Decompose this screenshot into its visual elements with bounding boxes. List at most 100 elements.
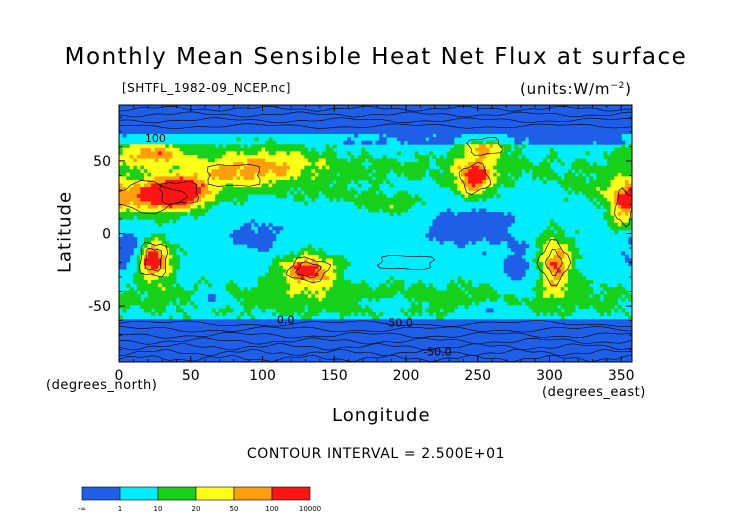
field-cell	[386, 165, 391, 170]
field-cell	[411, 112, 416, 117]
field-cell	[300, 162, 305, 167]
field-cell	[126, 190, 131, 195]
field-cell	[535, 251, 540, 256]
field-cell	[211, 308, 216, 313]
field-cell	[190, 144, 195, 149]
field-cell	[539, 254, 544, 259]
field-cell	[158, 308, 163, 313]
field-cell	[425, 129, 430, 134]
field-cell	[347, 176, 351, 181]
field-cell	[542, 162, 547, 167]
field-cell	[575, 137, 579, 142]
field-cell	[507, 115, 512, 120]
field-cell	[461, 151, 465, 156]
field-cell	[521, 262, 526, 267]
field-cell	[461, 176, 465, 181]
field-cell	[143, 112, 148, 117]
field-cell	[311, 287, 316, 292]
field-cell	[208, 283, 213, 288]
field-cell	[375, 294, 380, 299]
field-cell	[183, 119, 188, 124]
field-cell	[542, 262, 547, 267]
field-cell	[129, 172, 134, 177]
field-cell	[482, 112, 487, 117]
field-cell	[154, 308, 159, 313]
field-cell	[567, 312, 572, 316]
field-cell	[176, 208, 180, 213]
field-cell	[461, 294, 465, 299]
field-cell	[343, 279, 348, 284]
field-cell	[614, 179, 619, 184]
field-cell	[599, 112, 604, 117]
field-cell	[190, 187, 195, 192]
field-cell	[176, 244, 180, 249]
field-cell	[532, 258, 537, 263]
field-cell	[290, 183, 294, 188]
field-cell	[457, 176, 462, 181]
field-cell	[143, 215, 148, 220]
field-cell	[603, 176, 608, 181]
field-cell	[550, 265, 555, 270]
field-cell	[599, 133, 604, 138]
field-cell	[161, 147, 166, 152]
field-cell	[567, 287, 572, 292]
field-cell	[443, 158, 448, 163]
field-cell	[532, 169, 537, 174]
field-cell	[589, 183, 594, 188]
field-cell	[404, 190, 408, 195]
field-cell	[603, 304, 608, 309]
field-cell	[461, 237, 465, 242]
field-cell	[564, 176, 569, 181]
field-cell	[361, 287, 366, 292]
field-cell	[129, 204, 134, 209]
field-cell	[300, 115, 305, 120]
field-cell	[507, 108, 512, 113]
field-cell	[122, 212, 127, 217]
field-cell	[535, 129, 540, 134]
field-cell	[193, 162, 198, 167]
field-cell	[282, 176, 287, 181]
field-cell	[560, 115, 565, 120]
field-cell	[133, 237, 138, 242]
field-cell	[233, 290, 237, 295]
field-cell	[147, 172, 152, 177]
field-cell	[158, 212, 163, 217]
field-cell	[507, 183, 512, 188]
field-cell	[386, 208, 391, 213]
field-cell	[578, 115, 583, 120]
field-cell	[250, 147, 255, 152]
field-cell	[325, 258, 330, 263]
field-cell	[443, 133, 448, 138]
field-cell	[493, 162, 498, 167]
field-cell	[208, 108, 213, 113]
field-cell	[439, 112, 444, 117]
field-cell	[396, 204, 401, 209]
field-cell	[247, 297, 252, 302]
field-cell	[375, 140, 380, 145]
field-cell	[617, 112, 622, 117]
field-cell	[432, 297, 437, 302]
field-cell	[293, 119, 298, 124]
field-cell	[482, 194, 487, 199]
field-cell	[307, 158, 312, 163]
field-cell	[414, 308, 419, 313]
field-cell	[461, 158, 465, 163]
field-cell	[393, 287, 398, 292]
field-cell	[628, 105, 632, 109]
field-cell	[461, 129, 465, 134]
field-cell	[154, 172, 159, 177]
field-cell	[382, 154, 387, 159]
field-cell	[265, 240, 270, 245]
field-cell	[186, 190, 191, 195]
field-cell	[147, 276, 152, 281]
field-cell	[503, 122, 508, 127]
field-cell	[168, 269, 173, 274]
field-cell	[514, 140, 519, 145]
field-cell	[240, 301, 245, 306]
field-cell	[546, 126, 551, 131]
field-cell	[147, 162, 152, 167]
field-cell	[439, 126, 444, 131]
field-cell	[546, 169, 551, 174]
field-cell	[126, 208, 131, 213]
field-cell	[371, 179, 376, 184]
